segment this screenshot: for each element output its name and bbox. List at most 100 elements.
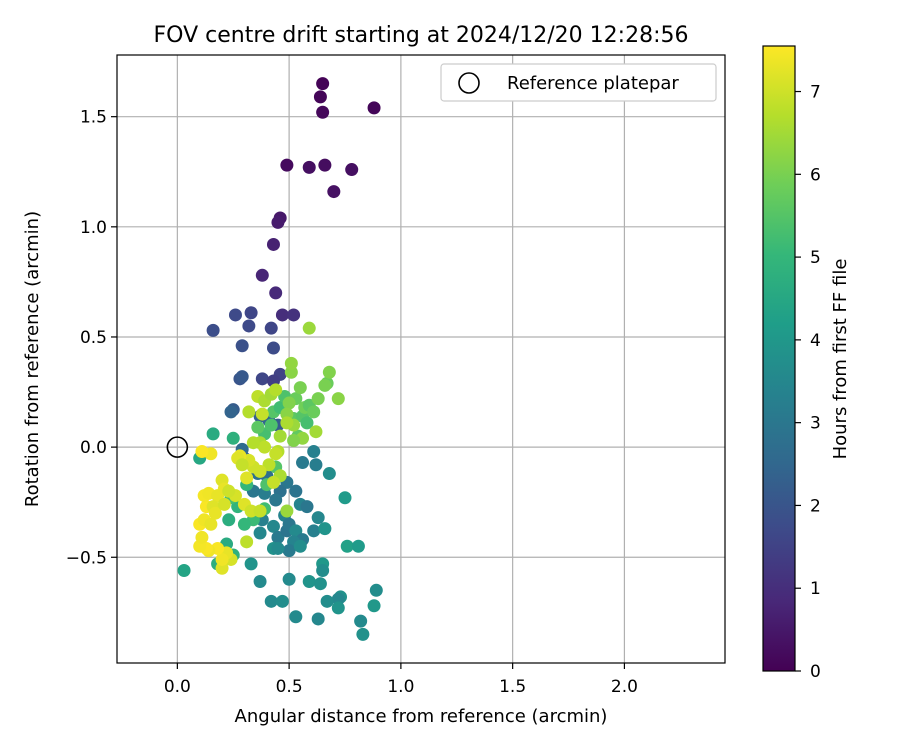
- scatter-point: [331, 392, 345, 406]
- scatter-point: [316, 77, 330, 91]
- scatter-point: [235, 370, 249, 384]
- x-axis-ticks: 0.0 0.5 1.0 1.5 2.0: [164, 663, 638, 697]
- scatter-point: [275, 308, 289, 322]
- scatter-point: [331, 601, 345, 615]
- scatter-point: [367, 101, 381, 115]
- scatter-point: [354, 614, 368, 628]
- y-tick-label: 1.0: [80, 218, 107, 238]
- scatter-point: [351, 539, 365, 553]
- scatter-point: [269, 447, 283, 461]
- scatter-point: [208, 506, 222, 520]
- scatter-point: [287, 308, 301, 322]
- scatter-point: [206, 427, 220, 441]
- scatter-point: [311, 612, 325, 626]
- scatter-point: [340, 539, 354, 553]
- colorbar-tick-label: 6: [810, 165, 821, 185]
- scatter-point: [313, 577, 327, 591]
- scatter-point: [320, 594, 334, 608]
- scatter-point: [307, 445, 321, 459]
- scatter-point: [262, 458, 276, 472]
- scatter-point: [289, 524, 303, 538]
- scatter-point: [269, 383, 283, 397]
- scatter-point: [206, 323, 220, 337]
- legend-label: Reference platepar: [507, 73, 679, 94]
- scatter-point: [264, 418, 278, 432]
- colorbar-ticks: 0 1 2 3 4 5 6 7: [795, 83, 821, 682]
- scatter-point: [289, 610, 303, 624]
- colorbar-tick-label: 4: [810, 331, 821, 351]
- colorbar-tick-label: 3: [810, 414, 821, 434]
- scatter-point: [271, 530, 285, 544]
- chart-title: FOV centre drift starting at 2024/12/20 …: [154, 23, 689, 48]
- scatter-point: [195, 445, 209, 459]
- legend-marker: [458, 72, 480, 94]
- colorbar-tick-label: 1: [810, 579, 821, 599]
- scatter-point: [293, 539, 307, 553]
- y-tick-label: 0.0: [80, 438, 107, 458]
- scatter-point: [316, 563, 330, 577]
- scatter-point: [242, 319, 256, 333]
- colorbar-tick-label: 7: [810, 83, 821, 103]
- scatter-point: [356, 627, 370, 641]
- colorbar-tick-label: 5: [810, 248, 821, 268]
- scatter-point: [226, 431, 240, 445]
- scatter-point: [217, 497, 231, 511]
- scatter-point: [258, 440, 272, 454]
- scatter-point: [322, 467, 336, 481]
- scatter-point: [316, 105, 330, 119]
- scatter-point: [271, 541, 285, 555]
- scatter-point: [289, 484, 303, 498]
- scatter-point: [266, 475, 280, 489]
- scatter-point: [338, 491, 352, 505]
- scatter-point: [302, 321, 316, 335]
- legend: Reference platepar: [440, 63, 717, 102]
- scatter-point: [300, 500, 314, 514]
- scatter-point: [327, 185, 341, 199]
- scatter-point: [253, 504, 267, 518]
- scatter-point: [273, 429, 287, 443]
- scatter-point: [318, 158, 332, 172]
- scatter-point: [280, 504, 294, 518]
- scatter-point: [244, 504, 258, 518]
- scatter-point: [242, 405, 256, 419]
- scatter-point: [195, 530, 209, 544]
- scatter-point: [266, 341, 280, 355]
- y-tick-label: −0.5: [66, 548, 107, 568]
- scatter-point: [244, 306, 258, 320]
- scatter-point: [311, 392, 325, 406]
- scatter-point: [246, 436, 260, 450]
- scatter-point: [215, 552, 229, 566]
- scatter-point: [237, 517, 251, 531]
- scatter-point: [264, 594, 278, 608]
- scatter-point: [318, 522, 332, 536]
- scatter-point: [253, 526, 267, 540]
- scatter-point: [244, 557, 258, 571]
- scatter-point: [287, 434, 301, 448]
- scatter-point: [307, 524, 321, 538]
- scatter-point: [318, 378, 332, 392]
- scatter-point: [222, 513, 236, 527]
- scatter-point: [313, 90, 327, 104]
- scatter-point: [307, 405, 321, 419]
- scatter-point: [302, 574, 316, 588]
- scatter-point: [280, 158, 294, 172]
- scatter-point: [253, 574, 267, 588]
- x-tick-label: 0.5: [276, 677, 303, 697]
- scatter-point: [296, 456, 310, 470]
- scatter-point: [311, 511, 325, 525]
- scatter-point: [204, 517, 218, 531]
- plot-background: [117, 55, 725, 663]
- colorbar-gradient: [762, 45, 796, 672]
- scatter-point: [282, 396, 296, 410]
- x-tick-label: 2.0: [611, 677, 638, 697]
- scatter-point: [228, 308, 242, 322]
- colorbar-tick-label: 2: [810, 496, 821, 516]
- scatter-point: [275, 594, 289, 608]
- x-tick-label: 0.0: [164, 677, 191, 697]
- scatter-point: [309, 425, 323, 439]
- scatter-point: [345, 163, 359, 177]
- y-axis-ticks: −0.5 0.0 0.5 1.0 1.5: [66, 108, 117, 568]
- scatter-point: [251, 420, 265, 434]
- scatter-point: [266, 237, 280, 251]
